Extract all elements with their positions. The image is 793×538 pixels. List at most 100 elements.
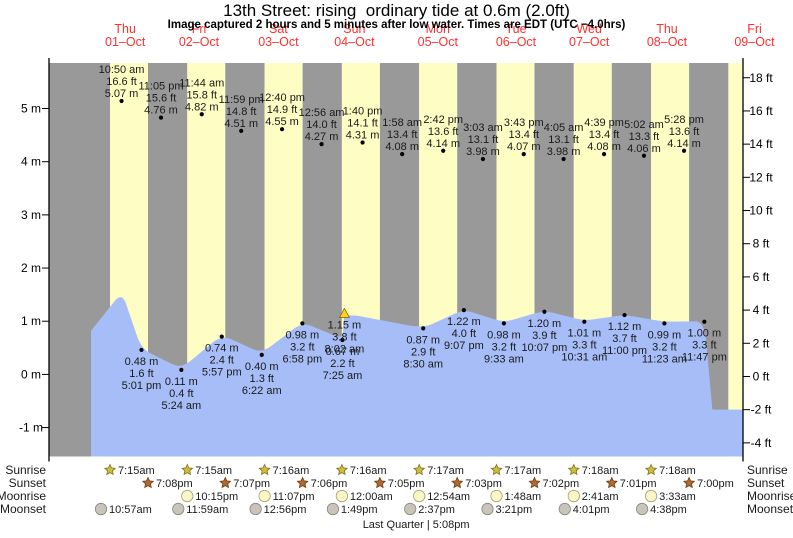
svg-text:3.2 ft: 3.2 ft [492,341,516,353]
svg-text:7:18am: 7:18am [659,465,696,477]
svg-text:1:49pm: 1:49pm [341,504,378,516]
svg-text:1.6 ft: 1.6 ft [129,368,153,380]
svg-text:9:07 pm: 9:07 pm [444,340,484,352]
svg-text:7:00pm: 7:00pm [697,478,734,490]
svg-text:13.6 ft: 13.6 ft [669,126,700,138]
svg-text:11:00 pm: 11:00 pm [602,345,647,357]
svg-text:0.40 m: 0.40 m [245,361,279,373]
svg-text:1:40 pm: 1:40 pm [343,105,383,117]
svg-text:0.98 m: 0.98 m [286,329,320,341]
svg-text:0.4 ft: 0.4 ft [169,388,193,400]
svg-text:-2 ft: -2 ft [751,403,772,417]
svg-text:1 m: 1 m [21,314,41,328]
svg-text:Thu: Thu [114,22,136,36]
svg-text:10:50 am: 10:50 am [99,64,145,76]
svg-text:0.99 m: 0.99 m [648,329,682,341]
svg-text:11:23 am: 11:23 am [642,353,687,365]
svg-text:7:01pm: 7:01pm [620,478,657,490]
svg-text:4.27 m: 4.27 m [305,131,339,143]
svg-text:0 m: 0 m [21,367,41,381]
svg-text:Moonrise: Moonrise [0,489,46,503]
svg-text:4:01pm: 4:01pm [573,504,610,516]
svg-text:1.3 ft: 1.3 ft [250,373,274,385]
svg-text:6:22 am: 6:22 am [242,385,282,397]
svg-text:3.9 ft: 3.9 ft [532,330,556,342]
svg-text:7:02pm: 7:02pm [543,478,580,490]
svg-text:14 ft: 14 ft [749,137,773,151]
svg-text:4 m: 4 m [21,155,41,169]
svg-text:4 ft: 4 ft [753,303,770,317]
svg-text:13.4 ft: 13.4 ft [508,129,539,141]
svg-text:8:02 am: 8:02 am [325,343,365,355]
svg-text:13.1 ft: 13.1 ft [548,134,579,146]
svg-text:Moonset: Moonset [747,502,793,516]
svg-text:13.4 ft: 13.4 ft [589,129,620,141]
svg-text:1.22 m: 1.22 m [447,316,481,328]
svg-text:2.4 ft: 2.4 ft [210,355,234,367]
svg-text:4.06 m: 4.06 m [627,143,661,155]
svg-text:0.48 m: 0.48 m [125,356,159,368]
svg-text:Moonset: Moonset [0,502,47,516]
svg-text:10:15pm: 10:15pm [195,491,238,503]
svg-text:16.6 ft: 16.6 ft [106,76,137,88]
svg-text:7:15am: 7:15am [118,465,155,477]
svg-text:3.2 ft: 3.2 ft [652,341,676,353]
svg-text:13.3 ft: 13.3 ft [629,131,660,143]
svg-text:4.0 ft: 4.0 ft [452,328,476,340]
svg-text:04–Oct: 04–Oct [334,35,375,49]
svg-text:7:08pm: 7:08pm [156,478,193,490]
svg-text:10:57am: 10:57am [109,504,152,516]
svg-text:-4 ft: -4 ft [751,436,772,450]
svg-text:4.51 m: 4.51 m [224,118,258,130]
svg-text:11:59 pm: 11:59 pm [219,94,264,106]
svg-text:4.76 m: 4.76 m [144,105,178,117]
svg-text:12 ft: 12 ft [749,170,773,184]
svg-text:1:58 am: 1:58 am [382,117,422,129]
svg-text:3.98 m: 3.98 m [466,146,500,158]
svg-text:3.2 ft: 3.2 ft [290,341,314,353]
svg-text:11:59am: 11:59am [186,504,228,516]
svg-text:12:56 am: 12:56 am [299,107,345,119]
svg-text:7:17am: 7:17am [505,465,542,477]
svg-text:5:28 pm: 5:28 pm [664,114,704,126]
svg-text:4.82 m: 4.82 m [185,101,219,113]
svg-text:08–Oct: 08–Oct [647,35,688,49]
svg-text:3:33am: 3:33am [659,491,696,503]
svg-text:07–Oct: 07–Oct [569,35,610,49]
svg-text:13.4 ft: 13.4 ft [387,129,418,141]
svg-text:3.7 ft: 3.7 ft [612,333,636,345]
svg-text:5:02 am: 5:02 am [624,119,664,131]
svg-text:7:16am: 7:16am [350,465,387,477]
svg-text:4.55 m: 4.55 m [265,116,299,128]
svg-text:5:57 pm: 5:57 pm [202,367,242,379]
svg-text:7:25 am: 7:25 am [323,370,363,382]
svg-text:4:05 am: 4:05 am [544,122,584,134]
svg-text:14.9 ft: 14.9 ft [267,104,298,116]
svg-text:05–Oct: 05–Oct [418,35,459,49]
svg-text:7:17am: 7:17am [427,465,464,477]
svg-text:8:30 am: 8:30 am [403,358,443,370]
svg-text:18 ft: 18 ft [749,71,773,85]
svg-text:15.8 ft: 15.8 ft [186,89,217,101]
svg-text:3.8 ft: 3.8 ft [332,331,356,343]
svg-text:1.15 m: 1.15 m [328,319,362,331]
svg-text:1:48am: 1:48am [505,491,542,503]
svg-text:02–Oct: 02–Oct [179,35,220,49]
svg-text:Sunrise: Sunrise [747,463,788,477]
svg-text:5.07 m: 5.07 m [105,88,139,100]
svg-text:11:44 am: 11:44 am [179,77,224,89]
svg-text:2.9 ft: 2.9 ft [411,346,435,358]
svg-text:12:54am: 12:54am [427,491,470,503]
svg-text:3.3 ft: 3.3 ft [572,340,596,352]
svg-text:2:41am: 2:41am [582,491,619,503]
svg-text:Fri: Fri [747,22,762,36]
svg-text:1.00 m: 1.00 m [688,328,722,340]
svg-text:Sunset: Sunset [9,476,47,490]
svg-text:1.12 m: 1.12 m [608,321,642,333]
svg-text:01–Oct: 01–Oct [105,35,146,49]
svg-text:12:56pm: 12:56pm [264,504,307,516]
svg-text:1.01 m: 1.01 m [567,328,601,340]
svg-text:13.6 ft: 13.6 ft [428,126,459,138]
svg-text:3.3 ft: 3.3 ft [692,340,716,352]
svg-text:Last Quarter | 5:08pm: Last Quarter | 5:08pm [363,519,470,531]
